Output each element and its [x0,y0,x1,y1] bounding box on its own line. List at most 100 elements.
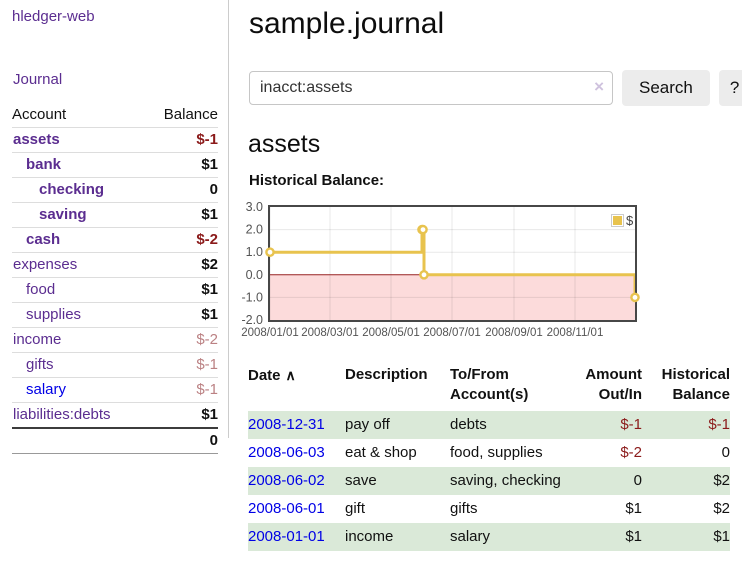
accounts-total-row: 0 [12,427,218,454]
account-link[interactable]: cash [26,231,61,248]
legend-label: $ [626,213,634,228]
transaction-accounts: debts [450,416,487,433]
balance-chart: 3.0 2.0 1.0 0.0 -1.0 -2.0 2008/01/01 2008/03/01… [241,200,736,343]
register-row: 2008-12-31 pay off debts $-1 $-1 [248,411,730,439]
main-content: sample.journal × Search ? assets Histori… [241,0,742,551]
register-row: 2008-06-03 eat & shop food, supplies $-2 0 [248,439,730,467]
account-title: assets [248,130,321,158]
account-row: expenses $2 [12,252,218,277]
transaction-balance: $-1 [708,416,730,433]
account-link[interactable]: gifts [26,356,54,373]
col-header-accounts: To/From Account(s) [450,366,529,403]
transaction-description: income [345,528,394,545]
account-row: assets $-1 [12,127,218,152]
legend-swatch-icon [611,214,624,227]
account-link[interactable]: saving [39,206,87,223]
svg-text:2.0: 2.0 [246,223,263,237]
transaction-balance: 0 [721,444,730,461]
transaction-description: pay off [345,416,390,433]
accounts-table: Account Balance assets $-1 bank $1 checking 0… [12,104,218,454]
transaction-date-link[interactable]: 2008-06-01 [248,500,325,517]
nav-journal-link[interactable]: Journal [13,71,63,88]
account-row: supplies $1 [12,302,218,327]
svg-text:-1.0: -1.0 [241,290,263,304]
account-balance: $-2 [196,231,218,248]
svg-text:3.0: 3.0 [246,200,263,214]
col-header-balance: Historical Balance [661,366,730,403]
account-row: cash $-2 [12,227,218,252]
account-balance: $1 [201,281,218,298]
search-input[interactable] [249,71,613,105]
svg-text:2008/07/01: 2008/07/01 [423,327,481,339]
account-link[interactable]: supplies [26,306,82,323]
transaction-date-cell: 2008-06-01 [248,495,345,523]
account-link[interactable]: salary [26,381,67,398]
account-link[interactable]: income [13,331,62,348]
register-table: Date ∧ Description To/From Account(s) Amo… [248,363,730,551]
transaction-date-link[interactable]: 2008-01-01 [248,528,325,545]
sort-asc-icon: ∧ [285,367,296,383]
transaction-date-link[interactable]: 2008-12-31 [248,416,325,433]
svg-text:2008/03/01: 2008/03/01 [301,327,359,339]
transaction-description: eat & shop [345,444,417,461]
help-button[interactable]: ? [718,70,742,106]
account-link[interactable]: food [26,281,56,298]
svg-text:2008/11/01: 2008/11/01 [547,327,604,339]
account-link[interactable]: liabilities:debts [13,406,111,423]
transaction-date-link[interactable]: 2008-06-02 [248,472,325,489]
col-header-description: Description [345,366,428,383]
account-row: saving $1 [12,202,218,227]
brand-link[interactable]: hledger-web [12,8,95,25]
transaction-amount: 0 [633,472,642,489]
col-header-date[interactable]: Date ∧ [248,367,296,384]
account-balance: $2 [201,256,218,273]
account-row: liabilities:debts $1 [12,402,218,427]
account-row: income $-2 [12,327,218,352]
register-header-row: Date ∧ Description To/From Account(s) Amo… [248,363,730,411]
clear-search-icon[interactable]: × [594,77,604,96]
accounts-table-header: Account Balance [12,104,218,127]
transaction-balance: $2 [713,472,730,489]
transaction-balance: $2 [713,500,730,517]
transaction-accounts: food, supplies [450,444,543,461]
transaction-balance: $1 [713,528,730,545]
account-balance: $-2 [196,331,218,348]
account-balance: $1 [201,306,218,323]
accounts-total-balance: 0 [209,432,218,449]
register-row: 2008-06-02 save saving, checking 0 $2 [248,467,730,495]
sidebar: hledger-web Journal Account Balance asse… [0,0,229,454]
account-link[interactable]: expenses [13,256,78,273]
transaction-amount: $1 [625,528,642,545]
transaction-amount: $-2 [620,444,642,461]
transaction-date-cell: 2008-06-03 [248,439,345,467]
transaction-description: save [345,472,377,489]
svg-text:2008/09/01: 2008/09/01 [485,327,543,339]
account-link[interactable]: checking [39,181,105,198]
account-balance: $-1 [196,381,218,398]
account-balance: $-1 [196,131,218,148]
account-balance: $1 [201,206,218,223]
account-link[interactable]: bank [26,156,62,173]
search-button[interactable]: Search [622,70,710,106]
search-field-wrap: × [249,71,613,105]
account-balance: $1 [201,406,218,423]
transaction-date-link[interactable]: 2008-06-03 [248,444,325,461]
account-row: bank $1 [12,152,218,177]
account-row: salary $-1 [12,377,218,402]
transaction-accounts: saving, checking [450,472,561,489]
account-row: gifts $-1 [12,352,218,377]
account-link[interactable]: assets [13,131,60,148]
transaction-amount: $-1 [620,416,642,433]
transaction-accounts: gifts [450,500,478,517]
page-title: sample.journal [249,7,445,40]
svg-text:-2.0: -2.0 [241,313,263,327]
chart-legend: $ [609,212,636,229]
svg-text:0.0: 0.0 [246,268,263,282]
accounts-rows: assets $-1 bank $1 checking 0 saving $1 cash $-2 e… [12,127,218,427]
transaction-date-cell: 2008-06-02 [248,467,345,495]
transaction-accounts: salary [450,528,491,545]
register-row: 2008-01-01 income salary $1 $1 [248,523,730,551]
col-header-amount: Amount Out/In [585,366,642,403]
search-bar: × Search ? [249,70,742,106]
